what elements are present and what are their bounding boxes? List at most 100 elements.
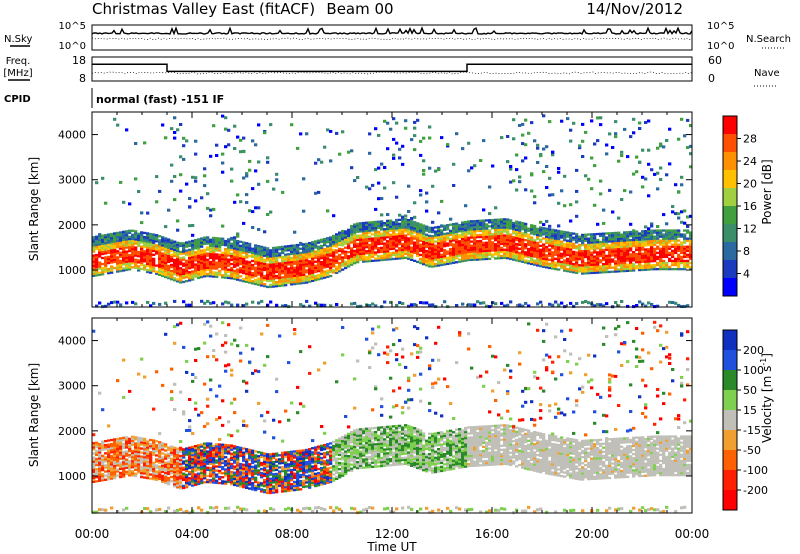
heatmap-cell: [128, 235, 132, 238]
heatmap-cell: [638, 248, 642, 251]
heatmap-cell: [347, 236, 351, 240]
heatmap-cell: [461, 223, 465, 226]
heatmap-cell: [602, 265, 606, 268]
heatmap-cell: [626, 155, 630, 159]
heatmap-cell: [467, 254, 471, 258]
heatmap-cell: [416, 228, 420, 231]
heatmap-cell: [401, 244, 405, 248]
heatmap-cell: [245, 276, 249, 279]
heatmap-cell: [134, 442, 138, 445]
heatmap-cell: [245, 246, 249, 249]
heatmap-cell: [110, 506, 114, 510]
heatmap-cell: [251, 267, 255, 271]
heatmap-cell: [119, 465, 123, 468]
heatmap-cell: [101, 462, 105, 466]
heatmap-cell: [476, 254, 480, 257]
heatmap-cell: [515, 232, 519, 236]
heatmap-cell: [284, 275, 288, 279]
heatmap-cell: [572, 242, 576, 245]
heatmap-cell: [452, 249, 456, 252]
heatmap-cell: [653, 259, 657, 263]
heatmap-cell: [239, 279, 243, 282]
heatmap-cell: [680, 241, 684, 244]
heatmap-cell: [254, 266, 258, 269]
heatmap-cell: [206, 466, 210, 469]
heatmap-cell: [500, 240, 504, 243]
heatmap-cell: [344, 262, 348, 266]
heatmap-cell: [287, 253, 291, 256]
heatmap-cell: [110, 234, 114, 238]
heatmap-cell: [671, 210, 675, 214]
heatmap-cell: [224, 270, 228, 273]
heatmap-cell: [122, 453, 126, 456]
heatmap-cell: [95, 441, 99, 444]
heatmap-cell: [203, 450, 207, 453]
heatmap-cell: [308, 272, 312, 275]
heatmap-cell: [236, 254, 240, 257]
heatmap-cell: [338, 231, 342, 234]
heatmap-cell: [185, 182, 189, 186]
heatmap-cell: [107, 272, 111, 275]
heatmap-cell: [617, 251, 621, 255]
heatmap-cell: [485, 241, 489, 244]
heatmap-cell: [338, 266, 342, 269]
heatmap-cell: [98, 457, 102, 460]
heatmap-cell: [224, 116, 228, 120]
heatmap-cell: [434, 264, 438, 268]
heatmap-cell: [194, 199, 198, 203]
heatmap-cell: [296, 278, 300, 281]
heatmap-cell: [305, 261, 309, 264]
heatmap-cell: [221, 170, 225, 174]
heatmap-cell: [377, 234, 381, 238]
heatmap-cell: [251, 255, 255, 259]
heatmap-cell: [443, 240, 447, 244]
heatmap-cell: [98, 271, 102, 274]
heatmap-cell: [191, 241, 195, 245]
heatmap-cell: [398, 230, 402, 234]
heatmap-cell: [146, 254, 150, 257]
heatmap-cell: [308, 248, 312, 251]
heatmap-cell: [425, 249, 429, 253]
heatmap-cell: [566, 261, 570, 265]
heatmap-cell: [158, 475, 162, 478]
heatmap-cell: [650, 245, 654, 249]
heatmap-cell: [167, 452, 171, 455]
heatmap-cell: [473, 250, 477, 253]
heatmap-cell: [335, 269, 339, 272]
heatmap-cell: [221, 260, 225, 263]
heatmap-cell: [113, 468, 117, 472]
heatmap-cell: [413, 247, 417, 250]
heatmap-cell: [377, 247, 381, 250]
heatmap-cell: [338, 270, 342, 273]
heatmap-cell: [161, 460, 165, 463]
heatmap-cell: [242, 245, 246, 248]
heatmap-cell: [245, 242, 249, 245]
heatmap-cell: [431, 220, 435, 224]
heatmap-cell: [119, 437, 123, 440]
heatmap-cell: [131, 472, 135, 475]
heatmap-cell: [563, 204, 567, 208]
heatmap-cell: [110, 255, 114, 258]
heatmap-cell: [407, 257, 411, 260]
heatmap-cell: [344, 242, 348, 245]
heatmap-cell: [419, 249, 423, 252]
heatmap-cell: [230, 271, 234, 274]
heatmap-cell: [332, 259, 336, 262]
heatmap-cell: [134, 177, 138, 181]
heatmap-cell: [269, 257, 273, 260]
heatmap-cell: [584, 247, 588, 251]
heatmap-cell: [485, 249, 489, 252]
heatmap-cell: [377, 236, 381, 240]
heatmap-cell: [494, 230, 498, 234]
heatmap-cell: [146, 466, 150, 470]
heatmap-cell: [614, 256, 618, 259]
heatmap-cell: [164, 225, 168, 229]
heatmap-cell: [317, 261, 321, 265]
heatmap-cell: [314, 246, 318, 249]
heatmap-cell: [629, 255, 633, 258]
heatmap-cell: [197, 347, 201, 351]
heatmap-cell: [671, 231, 675, 234]
heatmap-cell: [122, 238, 126, 242]
heatmap-cell: [146, 236, 150, 239]
heatmap-cell: [122, 249, 126, 252]
